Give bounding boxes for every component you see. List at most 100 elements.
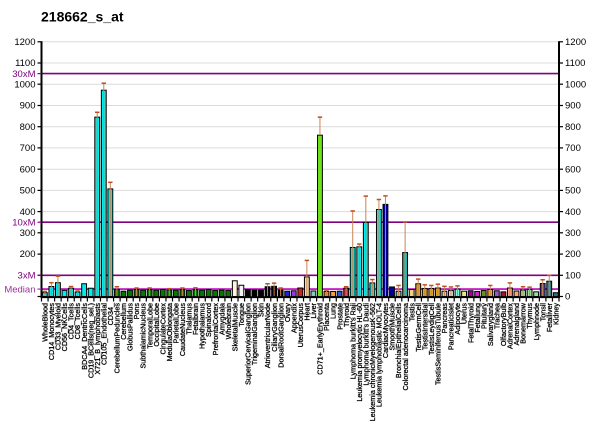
svg-text:800: 800: [20, 122, 36, 133]
svg-text:CardiacMyocytes: CardiacMyocytes: [381, 303, 390, 359]
svg-text:TrigeminalGanglion: TrigeminalGanglion: [250, 303, 259, 365]
svg-text:200: 200: [565, 249, 581, 260]
svg-text:Tonsil: Tonsil: [538, 303, 547, 322]
svg-text:30xM: 30xM: [12, 69, 35, 80]
svg-text:CaudateNucleus: CaudateNucleus: [178, 303, 187, 357]
svg-text:Liver: Liver: [309, 302, 318, 318]
svg-text:Thymus: Thymus: [525, 303, 534, 329]
svg-text:Adrenalgland: Adrenalgland: [512, 303, 521, 345]
svg-text:TemporalLobe: TemporalLobe: [145, 303, 154, 349]
svg-text:CingulateCortex: CingulateCortex: [158, 303, 167, 355]
svg-text:Ovary: Ovary: [283, 303, 292, 323]
svg-text:700: 700: [565, 143, 581, 154]
svg-text:200: 200: [20, 249, 36, 260]
svg-text:CiliaryGanglion: CiliaryGanglion: [270, 303, 279, 352]
svg-text:CD56_NKCells: CD56_NKCells: [60, 303, 69, 352]
svg-text:Placenta: Placenta: [322, 303, 331, 331]
svg-text:CD14_Monocytes: CD14_Monocytes: [47, 303, 56, 361]
svg-text:1100: 1100: [15, 58, 35, 69]
svg-text:Spinalcord: Spinalcord: [204, 303, 213, 337]
svg-text:0: 0: [565, 292, 570, 303]
svg-text:WholeBlood: WholeBlood: [40, 303, 49, 342]
svg-text:400: 400: [20, 207, 36, 218]
svg-text:TestisGermCell: TestisGermCell: [414, 303, 423, 352]
svg-text:Leukemia lymphoblastic MOLT-4: Leukemia lymphoblastic MOLT-4: [375, 303, 384, 407]
svg-text:AtrioventricularNode: AtrioventricularNode: [263, 303, 272, 368]
svg-text:MedullaOblongata: MedullaOblongata: [165, 303, 174, 361]
svg-text:TestisSeminiferousTubule: TestisSeminiferousTubule: [434, 303, 443, 385]
svg-text:Pituitary: Pituitary: [479, 303, 488, 329]
svg-text:TestisIntersitial: TestisIntersitial: [420, 303, 429, 351]
svg-text:3xM: 3xM: [18, 271, 36, 282]
svg-text:CD33_Myeloid: CD33_Myeloid: [54, 303, 63, 350]
svg-text:ParietalLobe: ParietalLobe: [171, 303, 180, 343]
svg-text:Fetalbrain: Fetalbrain: [191, 303, 200, 335]
svg-text:1000: 1000: [14, 80, 35, 91]
svg-text:DorsalRootGanglion: DorsalRootGanglion: [276, 303, 285, 368]
svg-text:UterusCorpus: UterusCorpus: [296, 303, 305, 348]
svg-text:500: 500: [20, 186, 36, 197]
svg-text:Lymphoma burkitt's Daudi: Lymphoma burkitt's Daudi: [361, 303, 370, 386]
svg-text:Colorectal adenocarcinoma: Colorectal adenocarcinoma: [401, 303, 410, 391]
svg-text:Hypothalamus: Hypothalamus: [198, 303, 207, 349]
svg-text:Median: Median: [4, 284, 35, 295]
svg-text:PancreaticIslet: PancreaticIslet: [447, 303, 456, 350]
svg-text:SuperiorCervicalGanglion: SuperiorCervicalGanglion: [244, 303, 253, 385]
svg-text:Heart: Heart: [303, 303, 312, 321]
svg-text:CD8_Tcells: CD8_Tcells: [73, 303, 82, 340]
svg-text:CerebellumPeduncles: CerebellumPeduncles: [113, 303, 122, 374]
svg-text:10xM: 10xM: [12, 217, 35, 228]
svg-text:Leukemia promyelocytic HL-60: Leukemia promyelocytic HL-60: [355, 303, 364, 402]
svg-text:300: 300: [20, 228, 36, 239]
svg-text:OlfactoryBulb: OlfactoryBulb: [499, 303, 508, 346]
svg-text:Thalamus: Thalamus: [185, 303, 194, 335]
svg-text:Lymphnode: Lymphnode: [532, 303, 541, 340]
svg-text:Appendix: Appendix: [289, 303, 298, 333]
svg-text:OccipitalLobe: OccipitalLobe: [152, 303, 161, 347]
svg-text:Wholebrain: Wholebrain: [224, 303, 233, 339]
svg-text:300: 300: [565, 228, 581, 239]
svg-text:CD4_Tcells: CD4_Tcells: [67, 303, 76, 340]
svg-text:600: 600: [565, 164, 581, 175]
svg-text:Pancreas: Pancreas: [440, 303, 449, 334]
svg-text:Pons: Pons: [132, 303, 141, 320]
svg-text:800: 800: [565, 122, 581, 133]
svg-text:500: 500: [565, 186, 581, 197]
svg-text:1200: 1200: [14, 37, 35, 48]
svg-text:900: 900: [20, 101, 36, 112]
svg-text:Testis: Testis: [407, 303, 416, 322]
svg-text:Adipocyte: Adipocyte: [453, 303, 462, 335]
svg-text:SmoothMuscle: SmoothMuscle: [388, 303, 397, 351]
svg-text:Prostate: Prostate: [335, 303, 344, 330]
svg-text:700: 700: [20, 143, 36, 154]
svg-text:100: 100: [565, 271, 581, 282]
svg-text:Fetallung: Fetallung: [473, 303, 482, 333]
svg-text:Uterus: Uterus: [460, 303, 469, 325]
svg-text:400: 400: [565, 207, 581, 218]
svg-text:1200: 1200: [565, 37, 586, 48]
svg-text:X721_B_lymphoblasts: X721_B_lymphoblasts: [93, 303, 102, 375]
svg-text:Tongue: Tongue: [237, 303, 246, 327]
svg-text:Fetalliver: Fetalliver: [545, 302, 554, 332]
svg-text:Lymphoma burkitt's Raji: Lymphoma burkitt's Raji: [348, 303, 357, 380]
svg-text:218662_s_at: 218662_s_at: [41, 9, 124, 25]
svg-text:GlobusPallidus: GlobusPallidus: [126, 303, 135, 351]
svg-text:Lung: Lung: [329, 303, 338, 319]
svg-text:AdrenalCortex: AdrenalCortex: [506, 303, 515, 349]
svg-text:SubthalamicNucleus: SubthalamicNucleus: [139, 303, 148, 369]
svg-text:Amygdala: Amygdala: [217, 303, 226, 335]
svg-text:600: 600: [20, 164, 36, 175]
svg-text:Kidney: Kidney: [551, 303, 560, 325]
svg-text:1100: 1100: [565, 58, 585, 69]
svg-text:Salivarygland: Salivarygland: [486, 303, 495, 346]
svg-text:PrefrontalCortex: PrefrontalCortex: [211, 303, 220, 356]
svg-text:CD71+_EarlyErythroid: CD71+_EarlyErythroid: [316, 303, 325, 375]
svg-text:Skin: Skin: [257, 303, 266, 317]
svg-text:Cerebellum: Cerebellum: [119, 303, 128, 340]
svg-text:CD105_Endothelial: CD105_Endothelial: [99, 303, 108, 365]
svg-text:Bonemarrow: Bonemarrow: [519, 302, 528, 344]
svg-text:Thyroid: Thyroid: [342, 303, 351, 327]
svg-text:TestisLeydigCell: TestisLeydigCell: [427, 303, 436, 355]
svg-text:FetalThyroid: FetalThyroid: [466, 303, 475, 343]
svg-text:900: 900: [565, 101, 581, 112]
